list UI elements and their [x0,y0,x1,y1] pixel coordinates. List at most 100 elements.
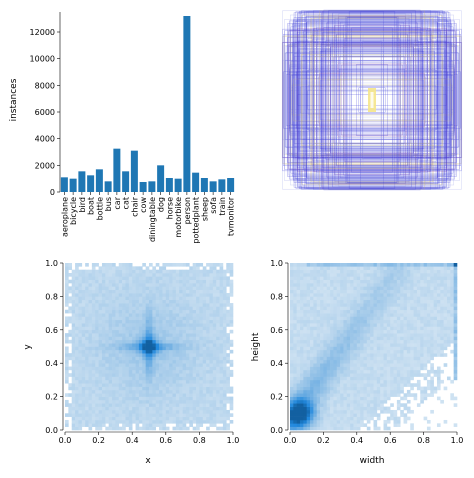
xy-cell [81,366,86,371]
xy-cell [219,286,224,291]
xy-cell [169,389,173,394]
xy-cell [81,336,86,341]
wh-cell [316,266,321,270]
wh-cell [306,376,311,381]
xy-cell [85,349,89,354]
wh-cell [303,343,307,347]
wh-cell [413,336,418,341]
xy-cell [105,396,109,401]
xy-cell [196,326,200,331]
xy-cell [81,313,86,317]
wh-cell [306,269,311,274]
xy-cell [78,303,83,307]
wh-cell [360,286,364,291]
wh-cell [310,303,314,307]
wh-cell [426,349,431,354]
xy-cell [179,349,183,354]
xy-cell [71,329,76,334]
xy-cell [118,299,123,304]
wh-cell [360,366,364,371]
xy-cell [222,269,227,274]
xy-cell [175,413,180,417]
label-box [287,23,457,177]
xy-cell [81,323,86,327]
wh-cell [450,286,454,291]
xy-cell [122,309,126,314]
xy-cell [179,299,183,304]
xy-cell [206,386,210,391]
xy-cell [212,356,217,361]
xy-cell [196,273,200,277]
xy-cell [222,383,227,387]
xy-cell [132,406,136,411]
xy-cell [71,379,76,384]
wh-cell [373,393,378,397]
wh-cell [290,379,294,384]
wh-cell [290,353,294,357]
wh-cell [310,289,314,294]
wh-cell [380,336,384,341]
wh-cell [396,326,401,331]
xy-cell [145,369,150,374]
xy-cell [112,386,116,391]
xy-cell [155,423,160,427]
xy-cell [71,346,76,351]
xy-cell [206,329,210,334]
bar-bird [78,171,86,192]
wh-cell [366,289,371,294]
wh-cell [386,386,391,391]
xy-cell [98,286,103,291]
xy-cell [115,323,120,327]
wh-cell [293,399,297,404]
wh-cell [333,379,338,384]
xy-cell [132,366,136,371]
xy-y-tick-label: 0.4 [45,359,58,368]
wh-cell [303,419,307,424]
wh-cell [370,266,374,270]
xy-cell [85,376,89,381]
xy-cell [71,273,76,277]
wh-cell [353,279,358,284]
wh-cell [376,309,381,314]
xy-cell [75,369,79,374]
xy-cell [196,346,200,351]
xy-cell [98,369,103,374]
xy-cell [199,356,204,361]
wh-cell [343,399,348,404]
wh-cell [410,353,414,357]
bar-series [60,16,235,192]
xy-cell [98,413,103,417]
wh-cell [343,376,348,381]
xy-cell [122,299,126,304]
wh-cell [406,406,411,411]
wh-cell [310,416,314,421]
wh-cell [360,319,364,324]
wh-cell [386,296,391,301]
xy-cell [172,379,177,384]
xy-cell [212,329,217,334]
wh-cell [353,303,358,307]
xy-cell [175,283,180,287]
xy-cell [88,366,93,371]
wh-cell [373,426,378,431]
wh-cell [393,269,398,274]
wh-cell [413,299,418,304]
xy-cell [125,303,130,307]
xy-cell [179,326,183,331]
xy-cell [199,406,204,411]
wh-cell [373,376,378,381]
wh-cell [383,293,388,297]
xy-cell [222,303,227,307]
xy-cell [65,336,69,341]
wh-cell [300,309,304,314]
xy-cell [88,339,93,344]
xy-cell [219,406,224,411]
xy-cell [95,309,99,314]
wh-cell [330,396,334,401]
wh-cell [390,306,394,311]
xy-cell [135,313,140,317]
wh-cell [366,309,371,314]
xy-cell [175,373,180,377]
wh-cell [350,423,354,427]
bar-x-tick-label: train [218,197,227,216]
